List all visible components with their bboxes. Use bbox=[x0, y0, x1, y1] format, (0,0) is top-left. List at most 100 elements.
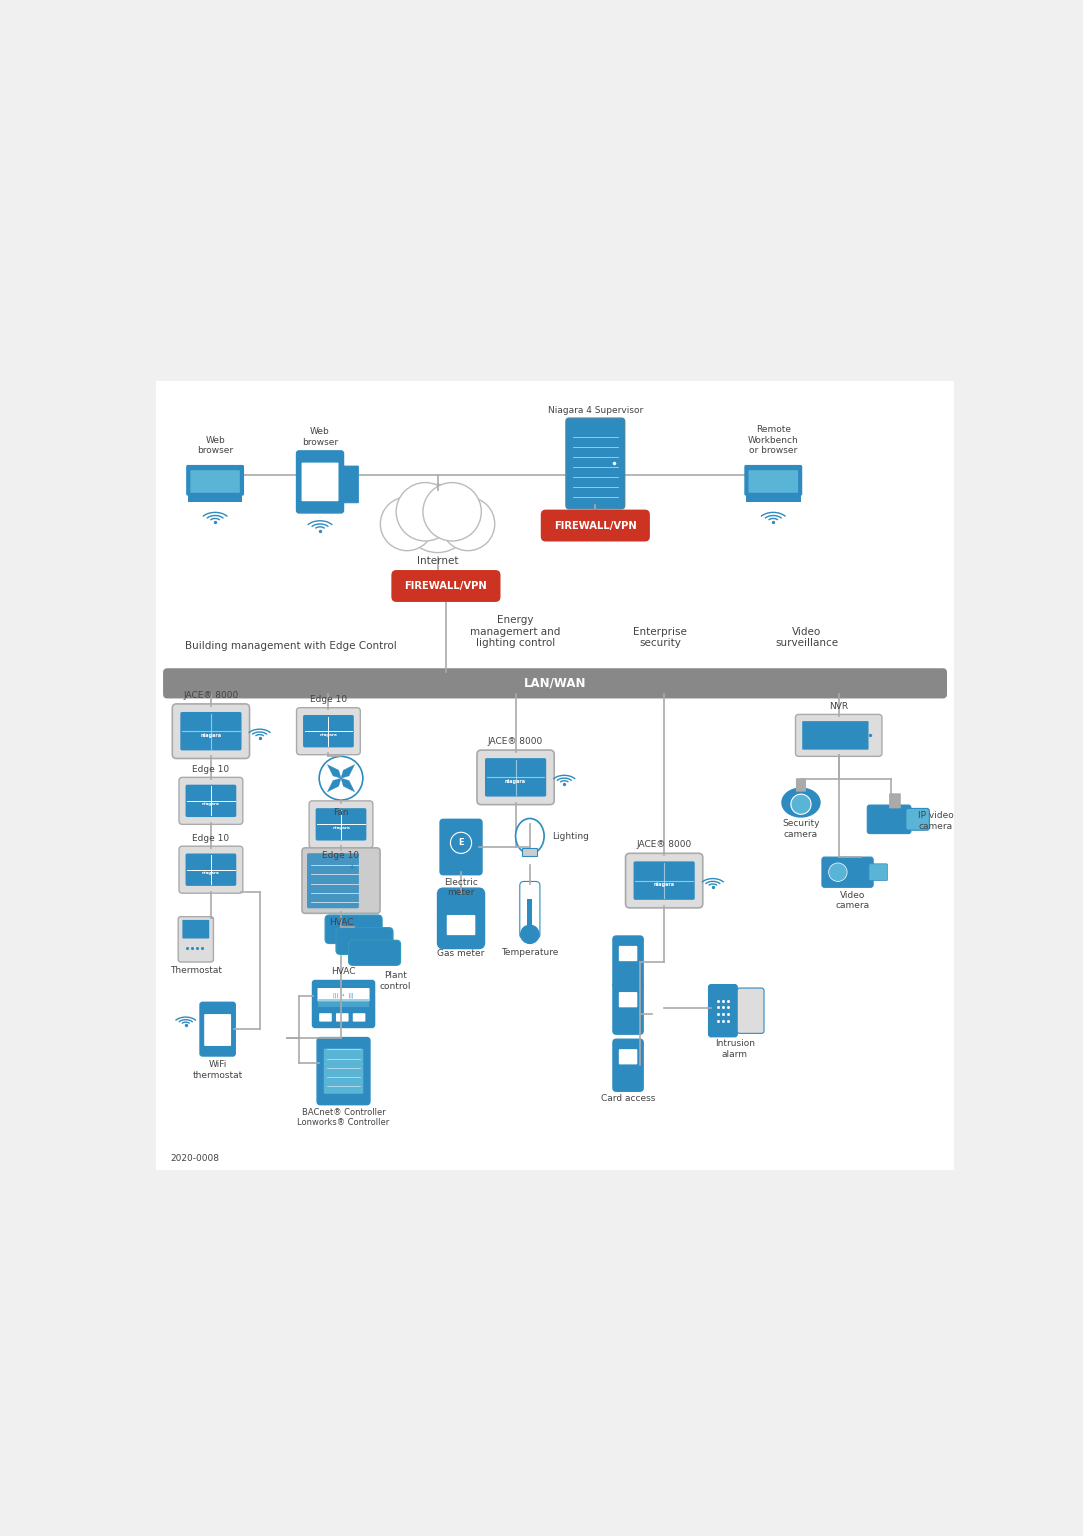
Text: FIREWALL/VPN: FIREWALL/VPN bbox=[553, 521, 637, 530]
FancyBboxPatch shape bbox=[156, 381, 954, 1170]
FancyBboxPatch shape bbox=[905, 808, 929, 831]
FancyBboxPatch shape bbox=[297, 708, 361, 754]
Text: Energy
managemert and
lighting control: Energy managemert and lighting control bbox=[470, 614, 561, 648]
FancyBboxPatch shape bbox=[318, 998, 368, 1008]
Ellipse shape bbox=[516, 819, 544, 854]
FancyBboxPatch shape bbox=[306, 852, 358, 908]
FancyBboxPatch shape bbox=[336, 1014, 349, 1021]
Text: Edge 10: Edge 10 bbox=[193, 765, 230, 774]
FancyBboxPatch shape bbox=[522, 848, 537, 856]
Text: Remote
Workbench
or browser: Remote Workbench or browser bbox=[748, 425, 798, 455]
Text: Edge 10: Edge 10 bbox=[323, 851, 360, 860]
Circle shape bbox=[521, 925, 539, 943]
FancyBboxPatch shape bbox=[618, 1049, 637, 1064]
FancyBboxPatch shape bbox=[440, 819, 482, 874]
Circle shape bbox=[791, 794, 811, 814]
FancyBboxPatch shape bbox=[613, 1040, 643, 1091]
Polygon shape bbox=[341, 779, 354, 791]
FancyBboxPatch shape bbox=[313, 980, 375, 1028]
Polygon shape bbox=[327, 779, 341, 791]
Text: Video
surveillance: Video surveillance bbox=[775, 627, 838, 648]
Text: niagara: niagara bbox=[332, 826, 350, 829]
FancyBboxPatch shape bbox=[867, 805, 911, 834]
FancyBboxPatch shape bbox=[172, 703, 249, 759]
FancyBboxPatch shape bbox=[205, 1014, 231, 1046]
Text: WiFi
thermostat: WiFi thermostat bbox=[193, 1060, 243, 1080]
Text: niagara: niagara bbox=[505, 779, 526, 783]
FancyBboxPatch shape bbox=[191, 470, 239, 493]
FancyBboxPatch shape bbox=[477, 750, 554, 805]
FancyBboxPatch shape bbox=[179, 846, 243, 894]
Circle shape bbox=[451, 833, 471, 854]
FancyBboxPatch shape bbox=[301, 462, 339, 501]
FancyBboxPatch shape bbox=[869, 863, 887, 880]
Text: Edge 10: Edge 10 bbox=[310, 696, 347, 705]
FancyBboxPatch shape bbox=[317, 988, 369, 1001]
Text: niagara: niagara bbox=[653, 882, 675, 888]
Circle shape bbox=[319, 756, 363, 800]
Text: JACE® 8000: JACE® 8000 bbox=[637, 840, 692, 849]
FancyBboxPatch shape bbox=[618, 946, 637, 962]
Text: Thermostat: Thermostat bbox=[170, 966, 222, 975]
Circle shape bbox=[396, 482, 455, 541]
FancyBboxPatch shape bbox=[179, 777, 243, 825]
Text: Web
browser: Web browser bbox=[197, 436, 233, 455]
FancyBboxPatch shape bbox=[200, 1003, 235, 1057]
Text: 2020-0008: 2020-0008 bbox=[171, 1154, 220, 1163]
FancyBboxPatch shape bbox=[179, 917, 213, 962]
FancyBboxPatch shape bbox=[796, 779, 806, 791]
Text: Web
browser: Web browser bbox=[302, 427, 338, 447]
FancyBboxPatch shape bbox=[748, 470, 798, 493]
FancyBboxPatch shape bbox=[315, 808, 366, 840]
Text: HVAC: HVAC bbox=[329, 919, 353, 928]
Text: FIREWALL/VPN: FIREWALL/VPN bbox=[405, 581, 487, 591]
FancyBboxPatch shape bbox=[182, 920, 209, 938]
FancyBboxPatch shape bbox=[746, 495, 800, 502]
Text: Building management with Edge Control: Building management with Edge Control bbox=[185, 642, 396, 651]
FancyBboxPatch shape bbox=[185, 854, 236, 886]
Text: NVR: NVR bbox=[830, 702, 848, 711]
Text: Niagara 4 Supervisor: Niagara 4 Supervisor bbox=[548, 406, 643, 415]
FancyBboxPatch shape bbox=[186, 465, 244, 496]
FancyBboxPatch shape bbox=[181, 713, 242, 751]
FancyBboxPatch shape bbox=[485, 759, 546, 797]
Text: niagara: niagara bbox=[319, 733, 337, 737]
Text: BACnet® Controller
Lonworks® Controller: BACnet® Controller Lonworks® Controller bbox=[298, 1107, 390, 1127]
Polygon shape bbox=[341, 765, 354, 779]
Circle shape bbox=[404, 484, 471, 553]
FancyBboxPatch shape bbox=[803, 720, 869, 750]
FancyBboxPatch shape bbox=[342, 465, 358, 502]
FancyBboxPatch shape bbox=[744, 465, 803, 496]
Text: IP video
camera: IP video camera bbox=[918, 811, 954, 831]
FancyBboxPatch shape bbox=[353, 1014, 365, 1021]
FancyBboxPatch shape bbox=[889, 793, 901, 808]
FancyBboxPatch shape bbox=[187, 495, 243, 502]
Text: ✦: ✦ bbox=[349, 863, 355, 872]
Text: Gas meter: Gas meter bbox=[438, 949, 485, 958]
FancyBboxPatch shape bbox=[317, 1037, 370, 1104]
Text: |||  ⚬  |||: ||| ⚬ ||| bbox=[334, 992, 354, 998]
FancyBboxPatch shape bbox=[391, 570, 500, 602]
Text: Temperature: Temperature bbox=[501, 948, 559, 957]
Text: niagara: niagara bbox=[203, 802, 220, 806]
FancyBboxPatch shape bbox=[613, 982, 643, 1034]
Polygon shape bbox=[327, 765, 341, 779]
Text: Electric
meter: Electric meter bbox=[444, 879, 478, 897]
Text: Fan: Fan bbox=[334, 808, 349, 817]
Text: 2: 2 bbox=[192, 931, 199, 940]
FancyBboxPatch shape bbox=[303, 716, 354, 748]
FancyBboxPatch shape bbox=[634, 862, 694, 900]
FancyBboxPatch shape bbox=[566, 418, 625, 508]
FancyBboxPatch shape bbox=[302, 848, 380, 914]
FancyBboxPatch shape bbox=[822, 857, 873, 888]
Text: Internet: Internet bbox=[417, 556, 458, 565]
FancyBboxPatch shape bbox=[540, 510, 650, 542]
FancyBboxPatch shape bbox=[527, 899, 533, 934]
Text: Video
camera: Video camera bbox=[836, 891, 870, 909]
FancyBboxPatch shape bbox=[349, 940, 401, 965]
FancyBboxPatch shape bbox=[324, 1049, 363, 1094]
FancyBboxPatch shape bbox=[520, 882, 540, 938]
FancyBboxPatch shape bbox=[336, 928, 393, 954]
Text: Lighting: Lighting bbox=[551, 831, 588, 840]
FancyBboxPatch shape bbox=[185, 785, 236, 817]
